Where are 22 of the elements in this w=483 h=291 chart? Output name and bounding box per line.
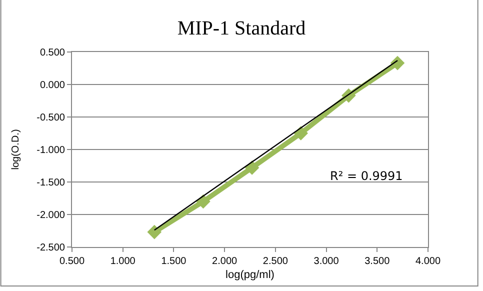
y-tick-label: -2.500 <box>36 242 66 254</box>
x-tick-label: 3.500 <box>364 256 390 267</box>
y-tick-label: -0.500 <box>36 112 66 124</box>
x-tick-label: 2.500 <box>262 256 288 267</box>
y-tick-label: -1.000 <box>36 145 66 156</box>
x-axis-title: log(pg/ml) <box>226 269 274 282</box>
chart-title: MIP-1 Standard <box>177 17 306 40</box>
point <box>294 126 308 140</box>
y-tick-label: -1.500 <box>36 178 66 188</box>
y-tick-label: 0.500 <box>40 48 66 58</box>
x-tick-label: 1.000 <box>110 256 136 267</box>
x-tick-label: 3.000 <box>314 256 340 267</box>
x-tick-label: 2.000 <box>212 256 238 267</box>
x-tick-label: 4.000 <box>415 256 441 267</box>
y-tick-label: -2.000 <box>36 210 66 221</box>
annotation: R² = 0.9991 <box>330 169 403 183</box>
y-axis-title: log(O.D.) <box>10 129 22 170</box>
x-tick-label: 0.500 <box>59 256 85 267</box>
x-tick-label: 1.500 <box>161 256 187 267</box>
point <box>390 56 405 70</box>
y-tick-label: 0.000 <box>40 80 66 91</box>
point <box>147 224 162 240</box>
